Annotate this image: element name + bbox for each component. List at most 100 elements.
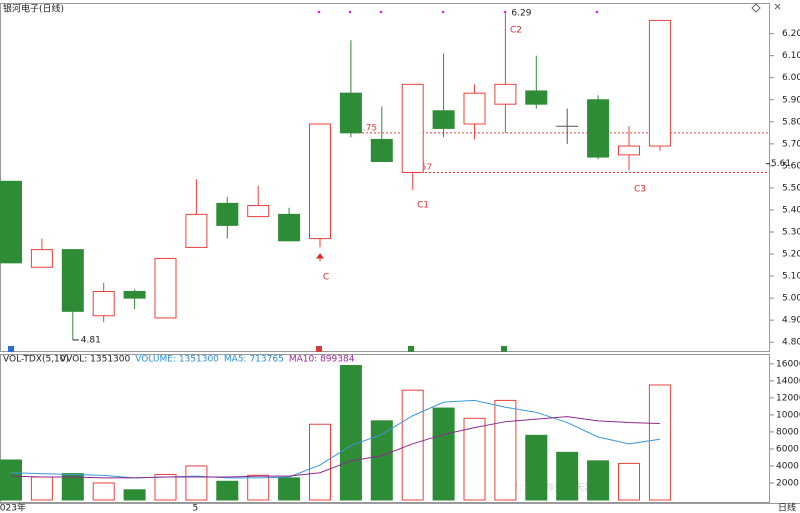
volume-bar bbox=[123, 489, 146, 501]
y-tick-label: 4000 bbox=[776, 461, 799, 471]
arrow bbox=[316, 253, 324, 261]
candle-body bbox=[123, 290, 146, 299]
volume-bar bbox=[432, 407, 455, 501]
volume-bar bbox=[401, 389, 424, 501]
volume-bar bbox=[556, 451, 579, 501]
y-tick-label: 10000 bbox=[776, 410, 800, 420]
candle-body bbox=[92, 290, 115, 317]
y-tick-label: 5.70 bbox=[782, 139, 800, 149]
high-label: 6.29 bbox=[511, 8, 531, 18]
candle-body bbox=[0, 180, 22, 264]
volume-bar bbox=[247, 474, 270, 501]
volume-title: VOL-TDX(5,10) bbox=[3, 355, 69, 365]
volume-bar bbox=[61, 473, 84, 501]
volume-bar bbox=[587, 460, 610, 501]
y-tick-label: 8000 bbox=[776, 427, 799, 437]
annotation: C3 bbox=[634, 185, 646, 195]
y-tick-label: 4.90 bbox=[782, 316, 800, 326]
y-tick-label: 4.80 bbox=[782, 338, 800, 348]
annotation: C1 bbox=[417, 201, 429, 211]
candle-body bbox=[61, 249, 84, 312]
y-tick-label: 16000 bbox=[776, 359, 800, 369]
y-tick-label: 14000 bbox=[776, 376, 800, 386]
icon bbox=[501, 346, 507, 352]
volume-bar bbox=[278, 477, 301, 501]
x-tick-label: 5 bbox=[193, 504, 199, 513]
dot bbox=[595, 10, 599, 14]
y-tick-label: 5.90 bbox=[782, 95, 800, 105]
dot bbox=[317, 10, 321, 14]
volume-bar bbox=[525, 434, 548, 501]
volume-bar bbox=[216, 480, 239, 501]
y-tick-label: 2000 bbox=[776, 478, 799, 488]
cursor-label: 5.61 bbox=[771, 159, 791, 169]
volume-header: MA10: 899384 bbox=[289, 355, 355, 365]
signal-dots bbox=[317, 10, 599, 14]
candle-body bbox=[278, 213, 301, 242]
volume-bar bbox=[339, 365, 362, 501]
volume-header: VVOL: 1351300 bbox=[60, 355, 131, 365]
y-tick-label: 6.00 bbox=[782, 73, 800, 83]
period-label: 日线 bbox=[778, 502, 796, 513]
candle-body bbox=[247, 205, 270, 218]
volume-bar bbox=[0, 459, 22, 501]
dot bbox=[441, 10, 445, 14]
candle-body bbox=[309, 123, 331, 240]
y-tick-label: 5.00 bbox=[782, 294, 800, 304]
candle-body bbox=[494, 83, 517, 105]
volume-bar bbox=[618, 462, 640, 501]
candle-body bbox=[339, 92, 362, 134]
ma-line bbox=[10, 416, 660, 479]
y-tick-label: 5.50 bbox=[782, 183, 800, 193]
y-tick-label: 5.40 bbox=[782, 205, 800, 215]
volume-bar bbox=[648, 384, 671, 501]
candle-body bbox=[401, 83, 424, 173]
icon bbox=[316, 346, 322, 352]
volume-header: MA5: 713765 bbox=[224, 355, 284, 365]
y-tick-label: 5.30 bbox=[782, 227, 800, 237]
volume-bar bbox=[370, 420, 393, 501]
annotation: C bbox=[323, 273, 329, 283]
y-tick-label: 5.80 bbox=[782, 117, 800, 127]
icon bbox=[8, 346, 14, 352]
volume-panel bbox=[0, 354, 770, 503]
y-tick-label: 5.60 bbox=[782, 161, 800, 171]
dot bbox=[348, 10, 352, 14]
y-tick-label: 5.10 bbox=[782, 272, 800, 282]
y-tick-label: 5.20 bbox=[782, 250, 800, 260]
icon bbox=[408, 346, 414, 352]
candle-body bbox=[185, 213, 208, 248]
dot bbox=[503, 10, 507, 14]
volume-bar bbox=[463, 417, 486, 501]
volume-bar bbox=[92, 482, 115, 501]
dot bbox=[379, 10, 383, 14]
volume-bar bbox=[185, 465, 208, 501]
window-controls[interactable] bbox=[751, 3, 781, 13]
annotation: C2 bbox=[510, 26, 522, 36]
candle-body bbox=[587, 99, 610, 158]
candle-body bbox=[370, 138, 393, 162]
volume-bar bbox=[154, 473, 177, 501]
price-panel bbox=[0, 3, 770, 352]
volume-bar bbox=[309, 423, 331, 501]
y-tick-label: 6.10 bbox=[782, 51, 800, 61]
candle-body bbox=[618, 145, 640, 156]
y-tick-label: 12000 bbox=[776, 393, 800, 403]
y-tick-label: 6.20 bbox=[782, 29, 800, 39]
low-label: 4.81 bbox=[81, 335, 101, 345]
candle-body bbox=[463, 92, 486, 125]
volume-bar bbox=[494, 399, 517, 501]
chart-title: 银河电子(日线) bbox=[3, 3, 64, 15]
candle-body bbox=[525, 90, 548, 105]
volume-header: VOLUME: 1351300 bbox=[135, 355, 219, 365]
candle-body bbox=[648, 19, 671, 147]
volume-bar bbox=[30, 476, 53, 501]
candle-body bbox=[154, 257, 177, 319]
y-tick-label: 6000 bbox=[776, 444, 799, 454]
x-tick-label: 2023年 bbox=[0, 502, 26, 513]
candle-body bbox=[432, 110, 455, 129]
candle-body bbox=[216, 202, 239, 226]
candle-body bbox=[30, 249, 53, 268]
reference-label: 5.75 bbox=[357, 123, 377, 133]
